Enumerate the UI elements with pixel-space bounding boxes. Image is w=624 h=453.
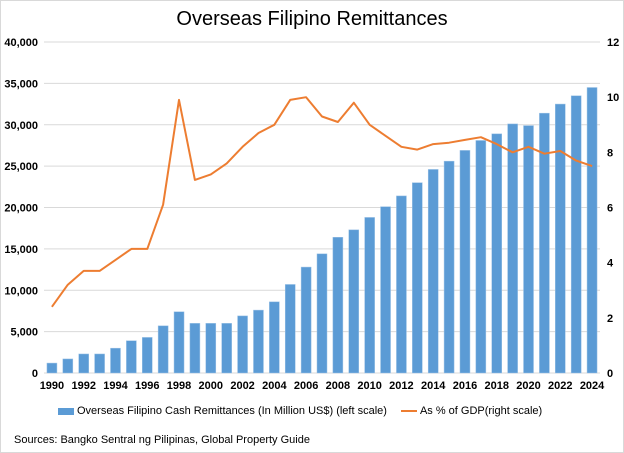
x-tick-label: 2002 [230,380,254,392]
source-note: Sources: Bangko Sentral ng Pilipinas, Gl… [14,434,310,446]
x-tick-label: 2022 [548,380,572,392]
legend-swatch-bar [58,407,74,415]
x-tick-label: 2008 [326,380,350,392]
y-right-tick-label: 12 [607,37,619,49]
x-tick-label: 2010 [357,380,381,392]
legend: Overseas Filipino Cash Remittances (In M… [58,405,542,417]
bar [364,217,375,374]
legend-label-remittances: Overseas Filipino Cash Remittances (In M… [77,405,387,417]
x-tick-label: 2004 [262,380,287,392]
bar [46,362,58,374]
bar [586,87,598,374]
bar [412,182,423,374]
bar [221,323,232,374]
bar [491,133,502,374]
bar [316,253,328,374]
x-tick-label: 2006 [294,380,318,392]
bar [555,103,566,374]
x-tick-label: 1992 [71,380,95,392]
bar [237,315,248,374]
x-tick-label: 1990 [40,380,64,392]
bar [539,112,550,374]
bar [300,266,312,374]
bar [173,311,185,374]
x-tick-label: 2014 [421,380,446,392]
y-right-tick-label: 4 [607,258,614,270]
y-left-tick-label: 25,000 [4,161,38,173]
x-tick-label: 2024 [580,380,605,392]
x-tick-label: 2000 [199,380,223,392]
x-tick-label: 2012 [389,380,413,392]
y-right-tick-label: 10 [607,92,619,104]
x-tick-label: 2016 [453,380,477,392]
bar [507,123,518,374]
legend-swatch-line [400,410,417,412]
bar [348,229,360,374]
bar [253,309,264,374]
bar [142,337,153,374]
bar [459,150,471,374]
x-tick-label: 2018 [485,380,509,392]
bar [396,195,407,374]
bar [523,125,534,374]
x-tick-label: 1996 [135,380,159,392]
y-right-tick-label: 2 [607,313,613,325]
y-left-tick-label: 30,000 [4,120,38,132]
y-left-tick-label: 40,000 [4,37,38,49]
x-tick-label: 1998 [167,380,191,392]
y-right-tick-label: 8 [607,147,613,159]
bar [110,347,121,374]
y-right-tick-label: 6 [607,203,613,215]
y-left-tick-label: 0 [32,368,38,380]
bar [157,325,169,374]
bar [126,340,137,374]
bar [332,237,344,374]
y-left-tick-label: 5,000 [10,327,38,339]
bar [94,353,105,374]
legend-label-gdp: As % of GDP(right scale) [419,405,543,417]
bar [62,358,74,374]
y-right-tick-label: 0 [607,368,613,380]
bar [475,140,487,374]
bar [380,206,391,374]
bar [78,353,89,374]
bar [269,301,280,374]
y-left-tick-label: 20,000 [4,203,38,215]
x-tick-label: 2020 [516,380,540,392]
y-left-tick-label: 35,000 [4,78,38,90]
bar [205,323,217,374]
chart-title: Overseas Filipino Remittances [176,8,448,30]
bar [570,95,582,374]
bar [443,160,455,374]
y-left-tick-label: 10,000 [4,285,38,297]
x-tick-label: 1994 [103,380,128,392]
bar [427,169,439,374]
bar [284,284,296,374]
bar [189,323,201,374]
y-left-tick-label: 15,000 [4,244,38,256]
